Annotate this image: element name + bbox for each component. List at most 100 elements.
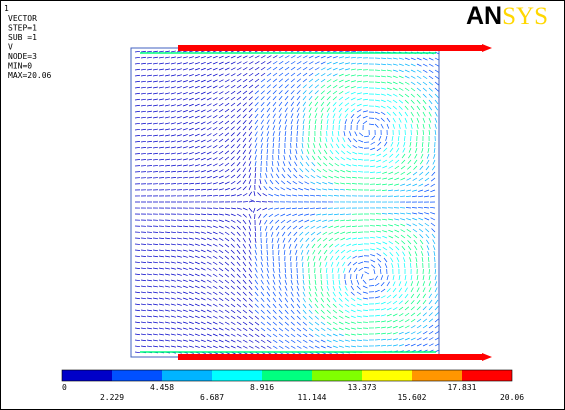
vector bbox=[146, 333, 152, 336]
vector bbox=[248, 243, 252, 249]
vector bbox=[404, 69, 410, 73]
vector bbox=[182, 255, 188, 258]
vector bbox=[296, 101, 301, 107]
vector bbox=[346, 157, 352, 161]
vector bbox=[334, 231, 340, 235]
vector bbox=[188, 139, 194, 143]
vector bbox=[271, 237, 274, 243]
vector bbox=[224, 321, 230, 325]
vector bbox=[422, 57, 428, 61]
vector bbox=[338, 102, 343, 107]
vector bbox=[392, 69, 398, 72]
vector bbox=[289, 149, 292, 155]
vector bbox=[430, 222, 436, 227]
vector bbox=[146, 56, 152, 59]
vector bbox=[404, 93, 410, 98]
vector bbox=[260, 333, 266, 338]
vector bbox=[422, 129, 424, 136]
vector bbox=[302, 321, 308, 326]
vector bbox=[402, 147, 406, 153]
vector bbox=[224, 309, 230, 313]
vector bbox=[296, 315, 301, 320]
vector bbox=[140, 110, 146, 113]
vector bbox=[304, 181, 310, 185]
vector bbox=[320, 113, 324, 119]
vector bbox=[397, 135, 400, 141]
vector bbox=[140, 291, 146, 294]
vector bbox=[410, 75, 416, 79]
vector bbox=[284, 303, 289, 309]
vector bbox=[334, 219, 340, 222]
vector bbox=[254, 315, 260, 320]
vector bbox=[434, 105, 439, 111]
vector bbox=[423, 207, 430, 209]
vector bbox=[312, 249, 316, 255]
vector bbox=[320, 327, 326, 331]
vector bbox=[314, 309, 319, 314]
vector bbox=[430, 183, 436, 187]
vector bbox=[254, 261, 258, 267]
vector bbox=[134, 315, 140, 318]
vector bbox=[212, 225, 218, 229]
vector bbox=[374, 296, 380, 299]
vector bbox=[422, 275, 425, 281]
vector bbox=[313, 261, 316, 267]
vector bbox=[194, 255, 200, 259]
vector bbox=[158, 80, 164, 83]
vector bbox=[212, 139, 218, 143]
vector bbox=[230, 61, 236, 65]
vector bbox=[391, 135, 394, 141]
vector bbox=[376, 224, 382, 227]
vector bbox=[182, 225, 188, 228]
vector bbox=[380, 301, 386, 305]
vector bbox=[266, 333, 272, 338]
vector bbox=[146, 291, 152, 294]
vector bbox=[287, 225, 292, 230]
vector bbox=[314, 101, 319, 107]
vector bbox=[322, 162, 328, 167]
vector bbox=[266, 315, 271, 320]
vector bbox=[158, 68, 164, 71]
vector bbox=[398, 331, 404, 335]
vector bbox=[332, 56, 338, 59]
vector bbox=[242, 155, 246, 161]
vector bbox=[230, 255, 235, 260]
vector bbox=[374, 111, 380, 114]
vector bbox=[272, 66, 278, 71]
vector bbox=[284, 125, 287, 131]
vector bbox=[398, 57, 404, 60]
vector bbox=[200, 285, 206, 289]
vector bbox=[218, 114, 224, 119]
vector bbox=[314, 72, 320, 77]
vector bbox=[310, 231, 316, 236]
vector bbox=[140, 273, 146, 276]
vector bbox=[388, 218, 394, 221]
vector bbox=[392, 87, 398, 91]
vector bbox=[230, 345, 236, 349]
vector bbox=[170, 116, 176, 119]
vector bbox=[170, 146, 176, 149]
vector bbox=[320, 315, 326, 320]
vector bbox=[176, 110, 182, 113]
vector bbox=[278, 137, 281, 143]
vector bbox=[212, 333, 218, 337]
vector bbox=[314, 285, 317, 291]
vector bbox=[406, 171, 412, 176]
vector bbox=[236, 207, 242, 210]
vector bbox=[206, 55, 212, 59]
vector bbox=[338, 67, 344, 71]
vector bbox=[371, 135, 376, 141]
vector bbox=[416, 312, 422, 317]
vector bbox=[170, 140, 176, 143]
vector bbox=[194, 333, 200, 336]
vector bbox=[158, 333, 164, 336]
vector bbox=[254, 84, 260, 89]
vector bbox=[152, 261, 158, 264]
vector bbox=[266, 101, 271, 107]
vector bbox=[224, 108, 230, 113]
vector bbox=[236, 108, 241, 113]
vector bbox=[376, 177, 382, 180]
vector bbox=[430, 212, 436, 215]
vector bbox=[146, 249, 153, 251]
vector bbox=[152, 80, 158, 83]
